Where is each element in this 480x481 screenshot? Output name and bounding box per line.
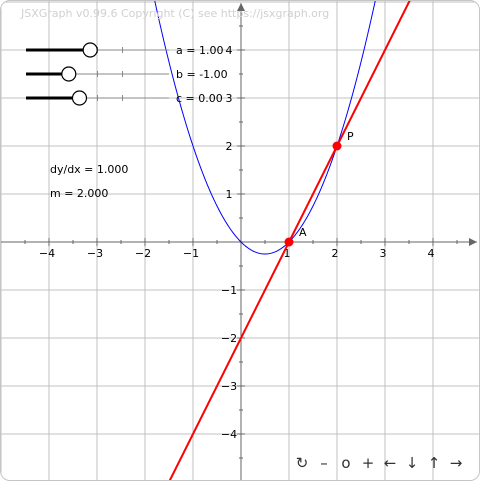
slider-b-label: b = -1.00 xyxy=(176,68,228,81)
point-a[interactable] xyxy=(284,237,294,247)
zoom-100-button[interactable]: o xyxy=(341,454,351,472)
slider-c-label: c = 0.00 xyxy=(176,92,223,105)
x-axis-arrowhead xyxy=(469,238,477,246)
arrow-left-icon[interactable]: ← xyxy=(383,454,397,472)
y-tick-label: 2 xyxy=(226,140,233,153)
x-tick-label: −1 xyxy=(183,247,199,260)
y-tick-label: 4 xyxy=(226,44,233,57)
y-tick-label: −4 xyxy=(221,428,237,441)
derivative-text: dy/dx = 1.000 xyxy=(50,163,129,176)
y-axis-arrowhead xyxy=(237,3,245,11)
y-tick-label: 3 xyxy=(226,92,233,105)
parabola-curve[interactable] xyxy=(151,1,379,255)
navigation-bar: ↻ – o + ← ↓ ↑ → xyxy=(291,454,467,472)
x-tick-label: −4 xyxy=(39,247,55,260)
point-a-label: A xyxy=(299,226,307,239)
slider-a-label: a = 1.00 xyxy=(176,44,223,57)
slider-c-handle[interactable] xyxy=(71,90,88,106)
arrow-right-icon[interactable]: → xyxy=(449,454,463,472)
copyright-text: JSXGraph v0.99.6 Copyright (C) see https… xyxy=(21,7,330,20)
slope-text: m = 2.000 xyxy=(50,187,109,200)
arrow-down-icon[interactable]: ↓ xyxy=(405,454,419,472)
x-tick-label: 2 xyxy=(332,247,339,260)
x-tick-label: 1 xyxy=(284,247,291,260)
y-tick-label: 1 xyxy=(226,188,233,201)
point-p[interactable] xyxy=(332,141,342,151)
arrow-up-icon[interactable]: ↑ xyxy=(427,454,441,472)
x-tick-label: −3 xyxy=(87,247,103,260)
slider-a-handle[interactable] xyxy=(82,42,98,58)
point-p-label: P xyxy=(347,130,354,143)
slider-b-handle[interactable] xyxy=(61,66,77,82)
y-tick-label: −1 xyxy=(221,284,237,297)
reset-icon[interactable]: ↻ xyxy=(295,454,309,472)
y-tick-label: −3 xyxy=(221,380,237,393)
x-tick-label: −2 xyxy=(135,247,151,260)
zoom-in-button[interactable]: + xyxy=(361,454,375,472)
x-tick-label: 4 xyxy=(428,247,435,260)
x-tick-label: 3 xyxy=(380,247,387,260)
zoom-out-button[interactable]: – xyxy=(320,454,328,472)
y-tick-label: −2 xyxy=(221,332,237,345)
